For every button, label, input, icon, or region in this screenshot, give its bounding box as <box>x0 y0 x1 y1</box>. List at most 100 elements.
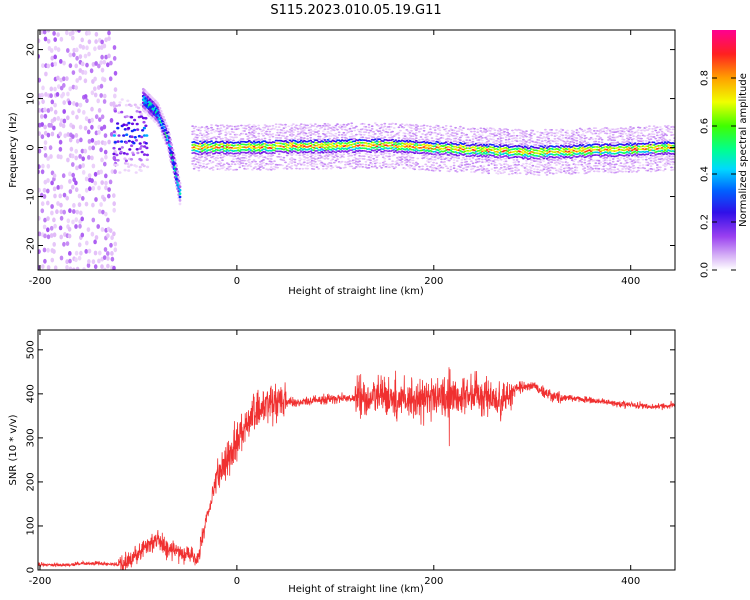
spectrogram-cell <box>624 132 628 135</box>
spectrogram-cell <box>350 133 354 135</box>
spectrogram-cell <box>540 140 544 143</box>
spectrogram-cell <box>260 154 264 157</box>
spectrogram-cell <box>147 114 151 118</box>
spectrogram-cell <box>608 151 612 154</box>
spectrogram-cell <box>564 172 568 174</box>
spectrogram-cell <box>71 110 75 116</box>
spectrogram-cell <box>247 158 251 161</box>
spectrogram-cell <box>575 129 579 131</box>
spectrogram-cell <box>62 100 66 105</box>
spectrogram-cell <box>473 152 476 155</box>
spectrogram-cell <box>339 153 342 156</box>
spectrogram-cell <box>229 133 232 136</box>
spectrogram-cell <box>115 104 119 108</box>
spectrogram-cell <box>507 141 511 143</box>
spectrogram-cell <box>655 126 659 129</box>
spectrogram-cell <box>56 201 60 206</box>
spectrogram-cell <box>562 140 566 143</box>
spectrogram-cell <box>309 139 313 142</box>
spectrogram-cell <box>462 170 465 173</box>
spectrogram-cell <box>473 154 476 157</box>
spectrogram-cell <box>77 30 81 33</box>
snr-background <box>38 330 675 570</box>
spectrogram-cell <box>526 144 530 147</box>
spectrogram-cell <box>298 146 302 149</box>
spectrogram-cell <box>232 139 235 142</box>
spectrogram-cell <box>205 125 209 128</box>
spectrogram-cell <box>293 137 297 140</box>
spectrogram-cell <box>298 167 302 170</box>
spectrogram-cell <box>375 161 379 164</box>
spectrogram-cell <box>80 148 85 154</box>
spectrogram-cell <box>126 162 130 166</box>
spectrogram-cell <box>325 132 328 135</box>
spectrogram-cell <box>258 168 262 171</box>
spectrogram-cell <box>498 130 502 133</box>
spectrogram-cell <box>68 208 72 214</box>
spectrogram-cell <box>282 156 286 159</box>
spectrogram-cell <box>43 140 48 146</box>
spectrogram-cell <box>370 154 374 157</box>
spectrogram-cell <box>637 169 640 172</box>
spectrogram-cell <box>50 257 55 263</box>
spectrogram-cell <box>178 199 182 202</box>
spectrogram-cell <box>74 250 79 256</box>
spectrogram-cell <box>665 153 669 156</box>
spectrogram-cell <box>570 135 574 137</box>
spectrogram-cell <box>441 137 445 140</box>
spectrogram-cell <box>564 158 568 161</box>
spectrogram-cell <box>413 141 417 144</box>
spectrogram-cell <box>400 123 404 126</box>
spectrogram-cell <box>309 147 313 150</box>
spectrogram-cell <box>326 163 330 166</box>
spectrogram-cell <box>141 108 145 112</box>
spectrogram-cell <box>238 139 242 142</box>
spectrogram-cell <box>108 228 113 234</box>
spectrogram-cell <box>84 249 88 254</box>
spectrogram-cell <box>84 116 89 122</box>
spectrogram-cell <box>306 167 309 170</box>
spectrogram-cell <box>597 146 601 149</box>
spectrogram-cell <box>507 138 511 141</box>
spectrogram-cell <box>657 131 661 134</box>
spectrogram-cell <box>112 193 116 199</box>
spectrogram-cell <box>522 157 525 160</box>
spectrogram-cell <box>222 163 226 166</box>
spectrogram-cell <box>610 163 613 166</box>
spectrogram-cell <box>238 134 242 136</box>
spectrogram-cell <box>536 168 539 171</box>
spectrogram-cell <box>559 171 563 174</box>
spectrogram-cell <box>326 128 330 131</box>
spectrogram-cell <box>663 157 667 160</box>
spectrogram-cell <box>383 122 387 125</box>
spectrogram-cell <box>449 141 453 144</box>
spectrogram-cell <box>407 154 410 157</box>
spectrogram-cell <box>522 163 525 165</box>
spectrogram-cell <box>125 152 129 156</box>
spectrogram-cell <box>176 170 180 174</box>
spectrogram-cell <box>597 149 601 151</box>
spectrogram-cell <box>492 135 495 138</box>
spectrogram-cell <box>410 127 413 129</box>
spectrogram-cell <box>120 146 124 149</box>
spectrogram-cell <box>199 162 202 164</box>
spectrogram-cell <box>473 171 476 173</box>
spectrogram-cell <box>452 159 456 162</box>
spectrogram-cell <box>350 165 354 168</box>
spectrogram-cell <box>511 172 514 175</box>
spectrogram-cell <box>75 209 80 215</box>
spectrogram-cell <box>633 150 637 153</box>
spectrogram-cell <box>160 112 164 116</box>
spectrogram-cell <box>128 148 132 151</box>
spectrogram-cell <box>503 130 506 133</box>
spectrogram-cell <box>77 255 82 261</box>
spectrogram-cell <box>460 129 464 132</box>
spectrogram-cell <box>342 131 346 134</box>
spectrogram-cell <box>353 140 357 143</box>
spectrogram-cell <box>608 129 612 132</box>
spectrogram-cell <box>522 138 525 141</box>
spectrogram-cell <box>290 124 294 127</box>
spectrogram-cell <box>116 140 120 143</box>
spectrogram-cell <box>381 126 385 129</box>
spectrogram-cell <box>58 146 63 152</box>
